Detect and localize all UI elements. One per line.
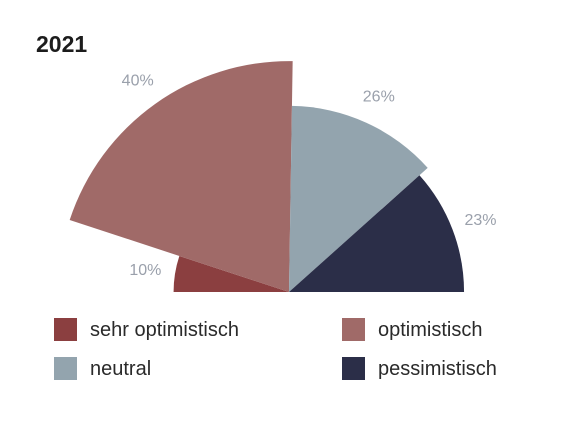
legend-swatch-sehr-optimistisch <box>54 318 77 341</box>
legend: sehr optimistisch optimistisch neutral pess… <box>54 318 497 380</box>
legend-swatch-optimistisch <box>342 318 365 341</box>
legend-label-neutral: neutral <box>90 358 151 380</box>
chart-title: 2021 <box>36 31 87 57</box>
value-label-optimistisch: 40% <box>122 73 154 90</box>
value-labels-layer: 10% 40% 26% 23% <box>122 73 497 280</box>
legend-item-pessimistisch: pessimistisch <box>342 357 497 380</box>
slice-optimistisch <box>69 61 293 292</box>
value-label-pessimistisch: 23% <box>464 212 496 229</box>
legend-swatch-pessimistisch <box>342 357 365 380</box>
value-label-neutral: 26% <box>363 88 395 105</box>
legend-label-pessimistisch: pessimistisch <box>378 358 497 380</box>
slice-sehr-optimistisch <box>173 255 289 292</box>
slices-layer <box>69 61 465 292</box>
legend-item-optimistisch: optimistisch <box>342 318 482 341</box>
legend-label-optimistisch: optimistisch <box>378 319 482 341</box>
legend-item-sehr-optimistisch: sehr optimistisch <box>54 318 239 341</box>
legend-label-sehr-optimistisch: sehr optimistisch <box>90 319 239 341</box>
slice-pessimistisch <box>289 175 465 292</box>
legend-swatch-neutral <box>54 357 77 380</box>
slice-neutral <box>289 105 428 292</box>
legend-item-neutral: neutral <box>54 357 151 380</box>
value-label-sehr-optimistisch: 10% <box>129 262 161 279</box>
